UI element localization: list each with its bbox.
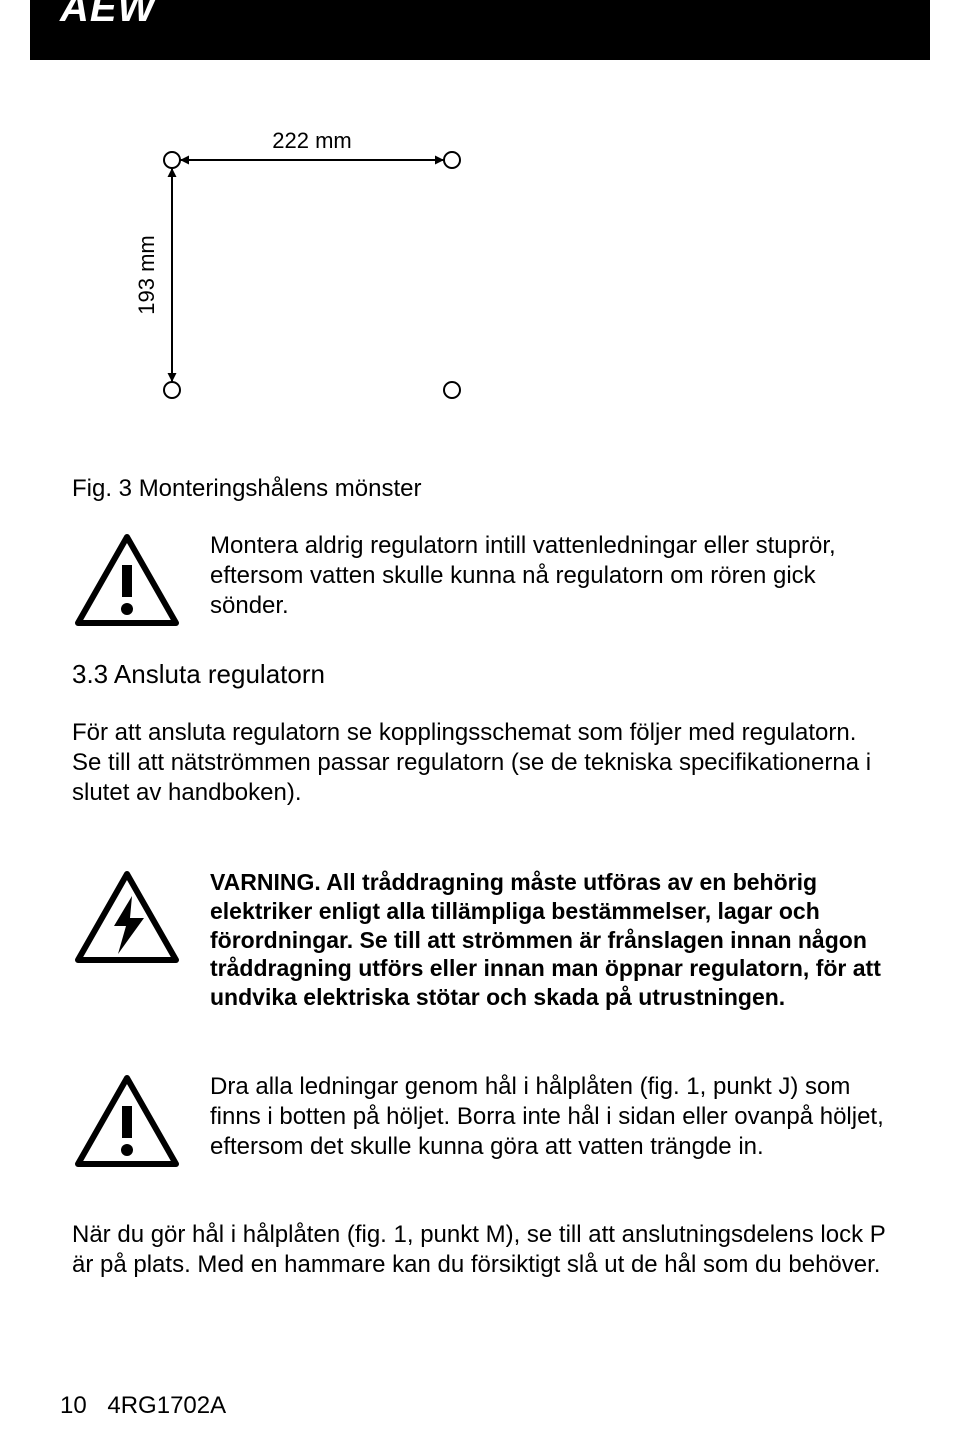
svg-text:222 mm: 222 mm (272, 130, 351, 153)
figure-caption: Fig. 3 Monteringshålens mönster (72, 475, 888, 503)
svg-text:193 mm: 193 mm (134, 235, 159, 314)
warning-2-text: VARNING. All tråddragning måste utföras … (210, 868, 888, 1012)
page-content: 222 mm 193 mm Fig. 3 Monteringshålens mön… (0, 60, 960, 1280)
warning-block-1: Montera aldrig regulatorn intill vattenl… (72, 531, 888, 629)
page-number: 10 (60, 1392, 87, 1419)
paragraph-connect: För att ansluta regulatorn se kopplingss… (72, 718, 888, 808)
warning-3-text: Dra alla ledningar genom hål i hålplåten… (210, 1072, 888, 1162)
warning-exclamation-icon (72, 1072, 182, 1170)
paragraph-holes: När du gör hål i hålplåten (fig. 1, punk… (72, 1220, 888, 1280)
brand-label: AEW (30, 0, 176, 35)
header-band: AEW (30, 0, 930, 60)
warning-1-text: Montera aldrig regulatorn intill vattenl… (210, 531, 888, 621)
warning-block-2: VARNING. All tråddragning måste utföras … (72, 868, 888, 1012)
hole-pattern-svg: 222 mm 193 mm (112, 130, 512, 430)
section-heading: 3.3 Ansluta regulatorn (72, 659, 888, 690)
doc-code: 4RG1702A (107, 1392, 226, 1419)
mounting-hole-diagram: 222 mm 193 mm (112, 130, 888, 435)
warning-exclamation-icon (72, 531, 182, 629)
warning-block-3: Dra alla ledningar genom hål i hålplåten… (72, 1072, 888, 1170)
warning-electric-icon (72, 868, 182, 966)
page-footer: 10 4RG1702A (60, 1392, 226, 1420)
